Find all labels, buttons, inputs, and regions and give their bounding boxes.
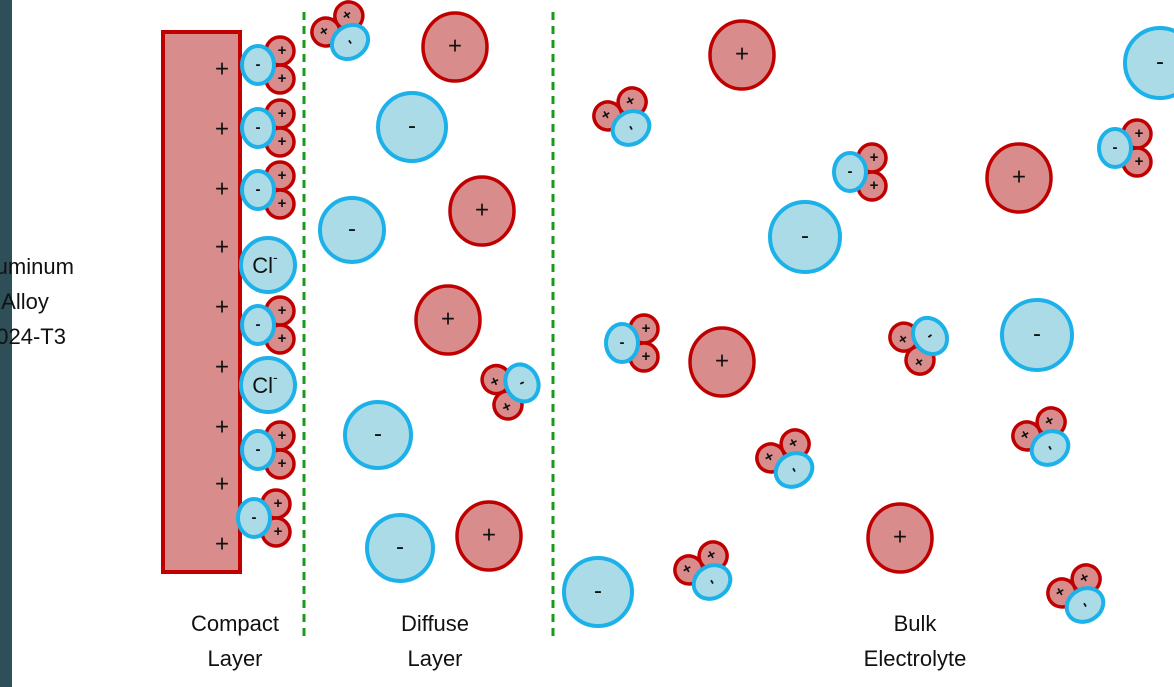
- water-molecule: + +-: [606, 315, 658, 371]
- cation-sign: +: [1012, 163, 1026, 190]
- anion-sign: -: [396, 533, 404, 560]
- cation-sign: +: [482, 521, 496, 548]
- cation-sign: +: [441, 305, 455, 332]
- oxygen-sign: -: [256, 441, 261, 458]
- cation-sign: +: [715, 347, 729, 374]
- oxygen-sign: -: [848, 163, 853, 180]
- hydrogen-sign: +: [278, 427, 287, 444]
- hydrogen-sign: +: [278, 105, 287, 122]
- water-molecule: ++-: [1008, 403, 1082, 476]
- water-molecule: ++-: [884, 304, 959, 380]
- hydrogen-sign: +: [870, 177, 879, 194]
- hydrogen-sign: +: [278, 330, 287, 347]
- surface-charge: +: [215, 413, 229, 440]
- oxygen-sign: -: [256, 181, 261, 198]
- water-molecule: + +-: [834, 144, 886, 200]
- anion: [1125, 28, 1174, 98]
- hydrogen-sign: +: [278, 70, 287, 87]
- water-molecule: + +-: [1099, 120, 1151, 176]
- region-label: Electrolyte: [864, 646, 967, 671]
- anion-sign: -: [1033, 320, 1041, 347]
- hydrogen-sign: +: [274, 495, 283, 512]
- oxygen-sign: -: [256, 119, 261, 136]
- chloride-symbol: Cl: [252, 373, 273, 398]
- cation-sign: +: [448, 32, 462, 59]
- hydrogen-sign: +: [1135, 125, 1144, 142]
- electrode-label: Alloy: [1, 289, 49, 314]
- water-molecule: ++-: [478, 351, 549, 424]
- oxygen-sign: -: [256, 316, 261, 333]
- cation-sign: +: [735, 40, 749, 67]
- surface-charge: +: [215, 55, 229, 82]
- hydrogen-sign: +: [642, 348, 651, 365]
- oxygen-sign: -: [620, 334, 625, 351]
- oxygen-sign: -: [256, 56, 261, 73]
- region-label: Bulk: [894, 611, 938, 636]
- water-molecule: ++-: [670, 537, 744, 610]
- hydrogen-sign: +: [278, 302, 287, 319]
- water-molecule: ++-: [589, 83, 663, 156]
- hydrogen-sign: +: [870, 149, 879, 166]
- chloride-symbol: Cl: [252, 253, 273, 278]
- hydrogen-sign: +: [278, 42, 287, 59]
- water-molecule: + +-: [238, 490, 290, 546]
- oxygen-sign: -: [252, 509, 257, 526]
- hydrogen-sign: +: [278, 455, 287, 472]
- chloride-charge: -: [273, 249, 278, 265]
- water-molecule: ++-: [752, 425, 826, 498]
- anion-sign: -: [1156, 48, 1164, 75]
- diagram: Cl-Cl---------++++++++++-++-++-++-++-++-…: [0, 0, 1174, 687]
- surface-charge: +: [215, 175, 229, 202]
- surface-charge: +: [215, 115, 229, 142]
- cation-sign: +: [475, 196, 489, 223]
- surface-charge: +: [215, 293, 229, 320]
- anion-sign: -: [801, 222, 809, 249]
- ions: Cl-Cl---------++++++++++-++-++-++-++-++-…: [238, 0, 1174, 633]
- anion-sign: -: [594, 577, 602, 604]
- chloride-charge: -: [273, 369, 278, 385]
- water-molecule: + +-: [242, 100, 294, 156]
- region-label: Compact: [191, 611, 279, 636]
- electrode-label: 2024-T3: [0, 324, 66, 349]
- hydrogen-sign: +: [274, 523, 283, 540]
- hydrogen-sign: +: [642, 320, 651, 337]
- oxygen-sign: -: [1113, 139, 1118, 156]
- cation-sign: +: [893, 523, 907, 550]
- surface-charge: +: [215, 530, 229, 557]
- hydrogen-sign: +: [278, 133, 287, 150]
- surface-charge: +: [215, 353, 229, 380]
- water-molecule: ++-: [306, 0, 382, 71]
- water-molecule: + +-: [242, 162, 294, 218]
- surface-charge: +: [215, 233, 229, 260]
- surface-charge: +: [215, 470, 229, 497]
- water-molecule: ++-: [1043, 560, 1117, 633]
- electrode-label: Aluminum: [0, 254, 74, 279]
- anion-sign: -: [408, 112, 416, 139]
- water-molecule: + +-: [242, 297, 294, 353]
- anion-sign: -: [374, 420, 382, 447]
- region-label: Layer: [407, 646, 462, 671]
- water-molecule: + +-: [242, 37, 294, 93]
- anion-sign: -: [348, 215, 356, 242]
- hydrogen-sign: +: [278, 195, 287, 212]
- region-label: Diffuse: [401, 611, 469, 636]
- region-label: Layer: [207, 646, 262, 671]
- hydrogen-sign: +: [1135, 153, 1144, 170]
- water-molecule: + +-: [242, 422, 294, 478]
- hydrogen-sign: +: [278, 167, 287, 184]
